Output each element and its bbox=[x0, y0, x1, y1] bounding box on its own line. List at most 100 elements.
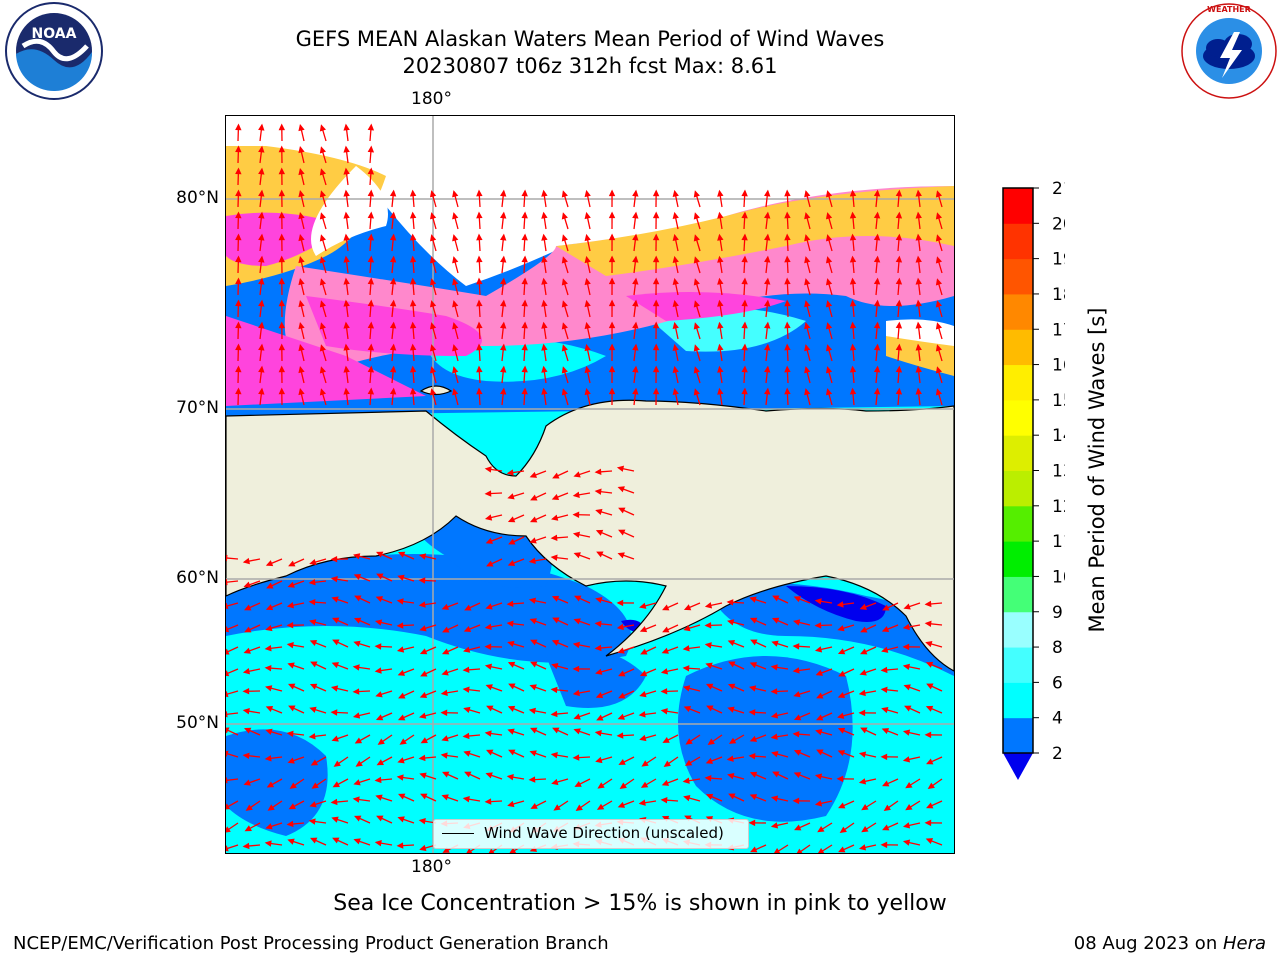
wave-arrow-head bbox=[226, 690, 229, 698]
wave-arrow-head bbox=[771, 640, 779, 647]
wave-arrow-head bbox=[235, 387, 242, 395]
wave-arrow-head bbox=[265, 685, 273, 692]
wave-arrow-head bbox=[484, 623, 492, 630]
wave-arrow-head bbox=[772, 771, 780, 778]
wave-arrow-head bbox=[507, 800, 515, 808]
map-legend: Wind Wave Direction (unscaled) bbox=[433, 819, 749, 849]
wave-arrow-head bbox=[288, 803, 296, 810]
wave-arrow-head bbox=[764, 233, 771, 241]
wave-arrow-head bbox=[693, 234, 700, 242]
wave-arrow-head bbox=[332, 837, 340, 844]
wave-arrow-head bbox=[662, 626, 670, 633]
wave-arrow-head bbox=[243, 581, 251, 588]
wave-arrow-head bbox=[596, 551, 604, 558]
wave-arrow-head bbox=[235, 233, 242, 241]
colorbar-tick-label: 6 bbox=[1052, 673, 1063, 693]
wave-arrow-head bbox=[837, 625, 845, 632]
wave-arrow-head bbox=[561, 322, 568, 330]
wave-arrow-head bbox=[226, 648, 230, 655]
wave-arrow-head bbox=[572, 491, 580, 498]
wave-arrow-head bbox=[530, 803, 538, 809]
wave-arrow-head bbox=[594, 620, 602, 628]
wave-arrow-head bbox=[672, 365, 679, 374]
wave-arrow-head bbox=[319, 146, 326, 154]
wave-arrow-head bbox=[663, 760, 671, 767]
wave-arrow-head bbox=[804, 322, 811, 330]
wave-arrow-head bbox=[727, 640, 736, 647]
wave-arrow-head bbox=[529, 537, 537, 544]
wave-arrow-head bbox=[672, 321, 679, 330]
wave-arrow-head bbox=[837, 750, 846, 757]
wave-arrow-head bbox=[287, 838, 295, 845]
wave-arrow-head bbox=[309, 619, 317, 626]
wave-arrow-head bbox=[353, 617, 362, 624]
wave-arrow-head bbox=[552, 727, 560, 734]
wave-arrow-head bbox=[397, 816, 405, 823]
wave-arrow-head bbox=[693, 190, 700, 198]
wave-arrow-head bbox=[561, 190, 568, 198]
wave-arrow-head bbox=[883, 804, 891, 812]
wave-arrow-head bbox=[551, 514, 559, 521]
wave-arrow-head bbox=[608, 277, 616, 285]
wave-arrow-head bbox=[572, 641, 580, 649]
wave-arrow-head bbox=[288, 683, 296, 690]
wave-arrow-head bbox=[367, 299, 375, 307]
wave-arrow-head bbox=[226, 845, 229, 852]
wave-arrow-head bbox=[354, 815, 362, 822]
wave-arrow-head bbox=[748, 685, 757, 692]
wave-arrow-head bbox=[705, 683, 714, 690]
wave-arrow-head bbox=[660, 668, 669, 675]
wave-arrow-head bbox=[343, 167, 350, 175]
wave-arrow-head bbox=[398, 793, 406, 800]
wave-arrow-head bbox=[409, 343, 417, 351]
wave-arrow-head bbox=[506, 469, 514, 476]
wave-arrow-head bbox=[278, 299, 286, 307]
wave-arrow-head bbox=[632, 277, 639, 285]
wave-arrow-head bbox=[529, 684, 537, 691]
wave-arrow-head bbox=[343, 343, 350, 351]
wave-arrow-head bbox=[397, 669, 406, 676]
wave-arrow-head bbox=[332, 617, 340, 624]
wave-arrow-head bbox=[858, 709, 866, 717]
wave-arrow-head bbox=[915, 211, 922, 219]
wave-arrow-head bbox=[717, 277, 724, 285]
wave-arrow-head bbox=[784, 255, 791, 263]
wave-arrow-head bbox=[925, 838, 934, 845]
wave-arrow-head bbox=[749, 662, 758, 669]
wave-arrow-head bbox=[616, 599, 624, 607]
colorbar-extend-triangle bbox=[1003, 753, 1033, 780]
wave-arrow-head bbox=[672, 255, 679, 264]
wave-arrow-head bbox=[399, 738, 407, 745]
wave-arrow-head bbox=[836, 775, 844, 783]
wave-arrow-head bbox=[584, 277, 591, 286]
wave-arrow-head bbox=[418, 754, 426, 762]
wave-arrow-head bbox=[573, 552, 581, 559]
wave-arrow-head bbox=[488, 848, 495, 853]
wave-arrow-head bbox=[420, 670, 428, 677]
wave-arrow-head bbox=[881, 706, 889, 714]
wave-arrow-head bbox=[618, 670, 626, 677]
wave-arrow-head bbox=[278, 255, 286, 263]
wave-arrow-head bbox=[550, 534, 558, 541]
wave-arrow-head bbox=[859, 603, 867, 610]
wave-arrow-head bbox=[717, 211, 724, 219]
wave-arrow-head bbox=[764, 277, 771, 285]
wave-arrow-head bbox=[662, 604, 670, 611]
wave-arrow-head bbox=[561, 344, 568, 352]
wave-arrow-head bbox=[530, 494, 538, 501]
wave-arrow-head bbox=[330, 556, 338, 563]
wave-arrow-head bbox=[278, 277, 286, 285]
wave-arrow-head bbox=[552, 472, 560, 479]
wave-arrow bbox=[226, 557, 239, 560]
noaa-logo: NOAA bbox=[5, 2, 103, 100]
wave-arrow-head bbox=[485, 684, 493, 691]
wave-arrow-head bbox=[298, 277, 305, 286]
wave-arrow-head bbox=[632, 299, 639, 307]
wave-arrow-head bbox=[617, 713, 625, 720]
wave-arrow-head bbox=[265, 706, 274, 712]
lon-label-top: 180° bbox=[411, 89, 452, 109]
wave-direction-arrows bbox=[226, 123, 943, 853]
wave-arrow-head bbox=[264, 664, 272, 672]
wave-arrow-head bbox=[226, 670, 230, 677]
wave-arrow-head bbox=[409, 387, 417, 395]
